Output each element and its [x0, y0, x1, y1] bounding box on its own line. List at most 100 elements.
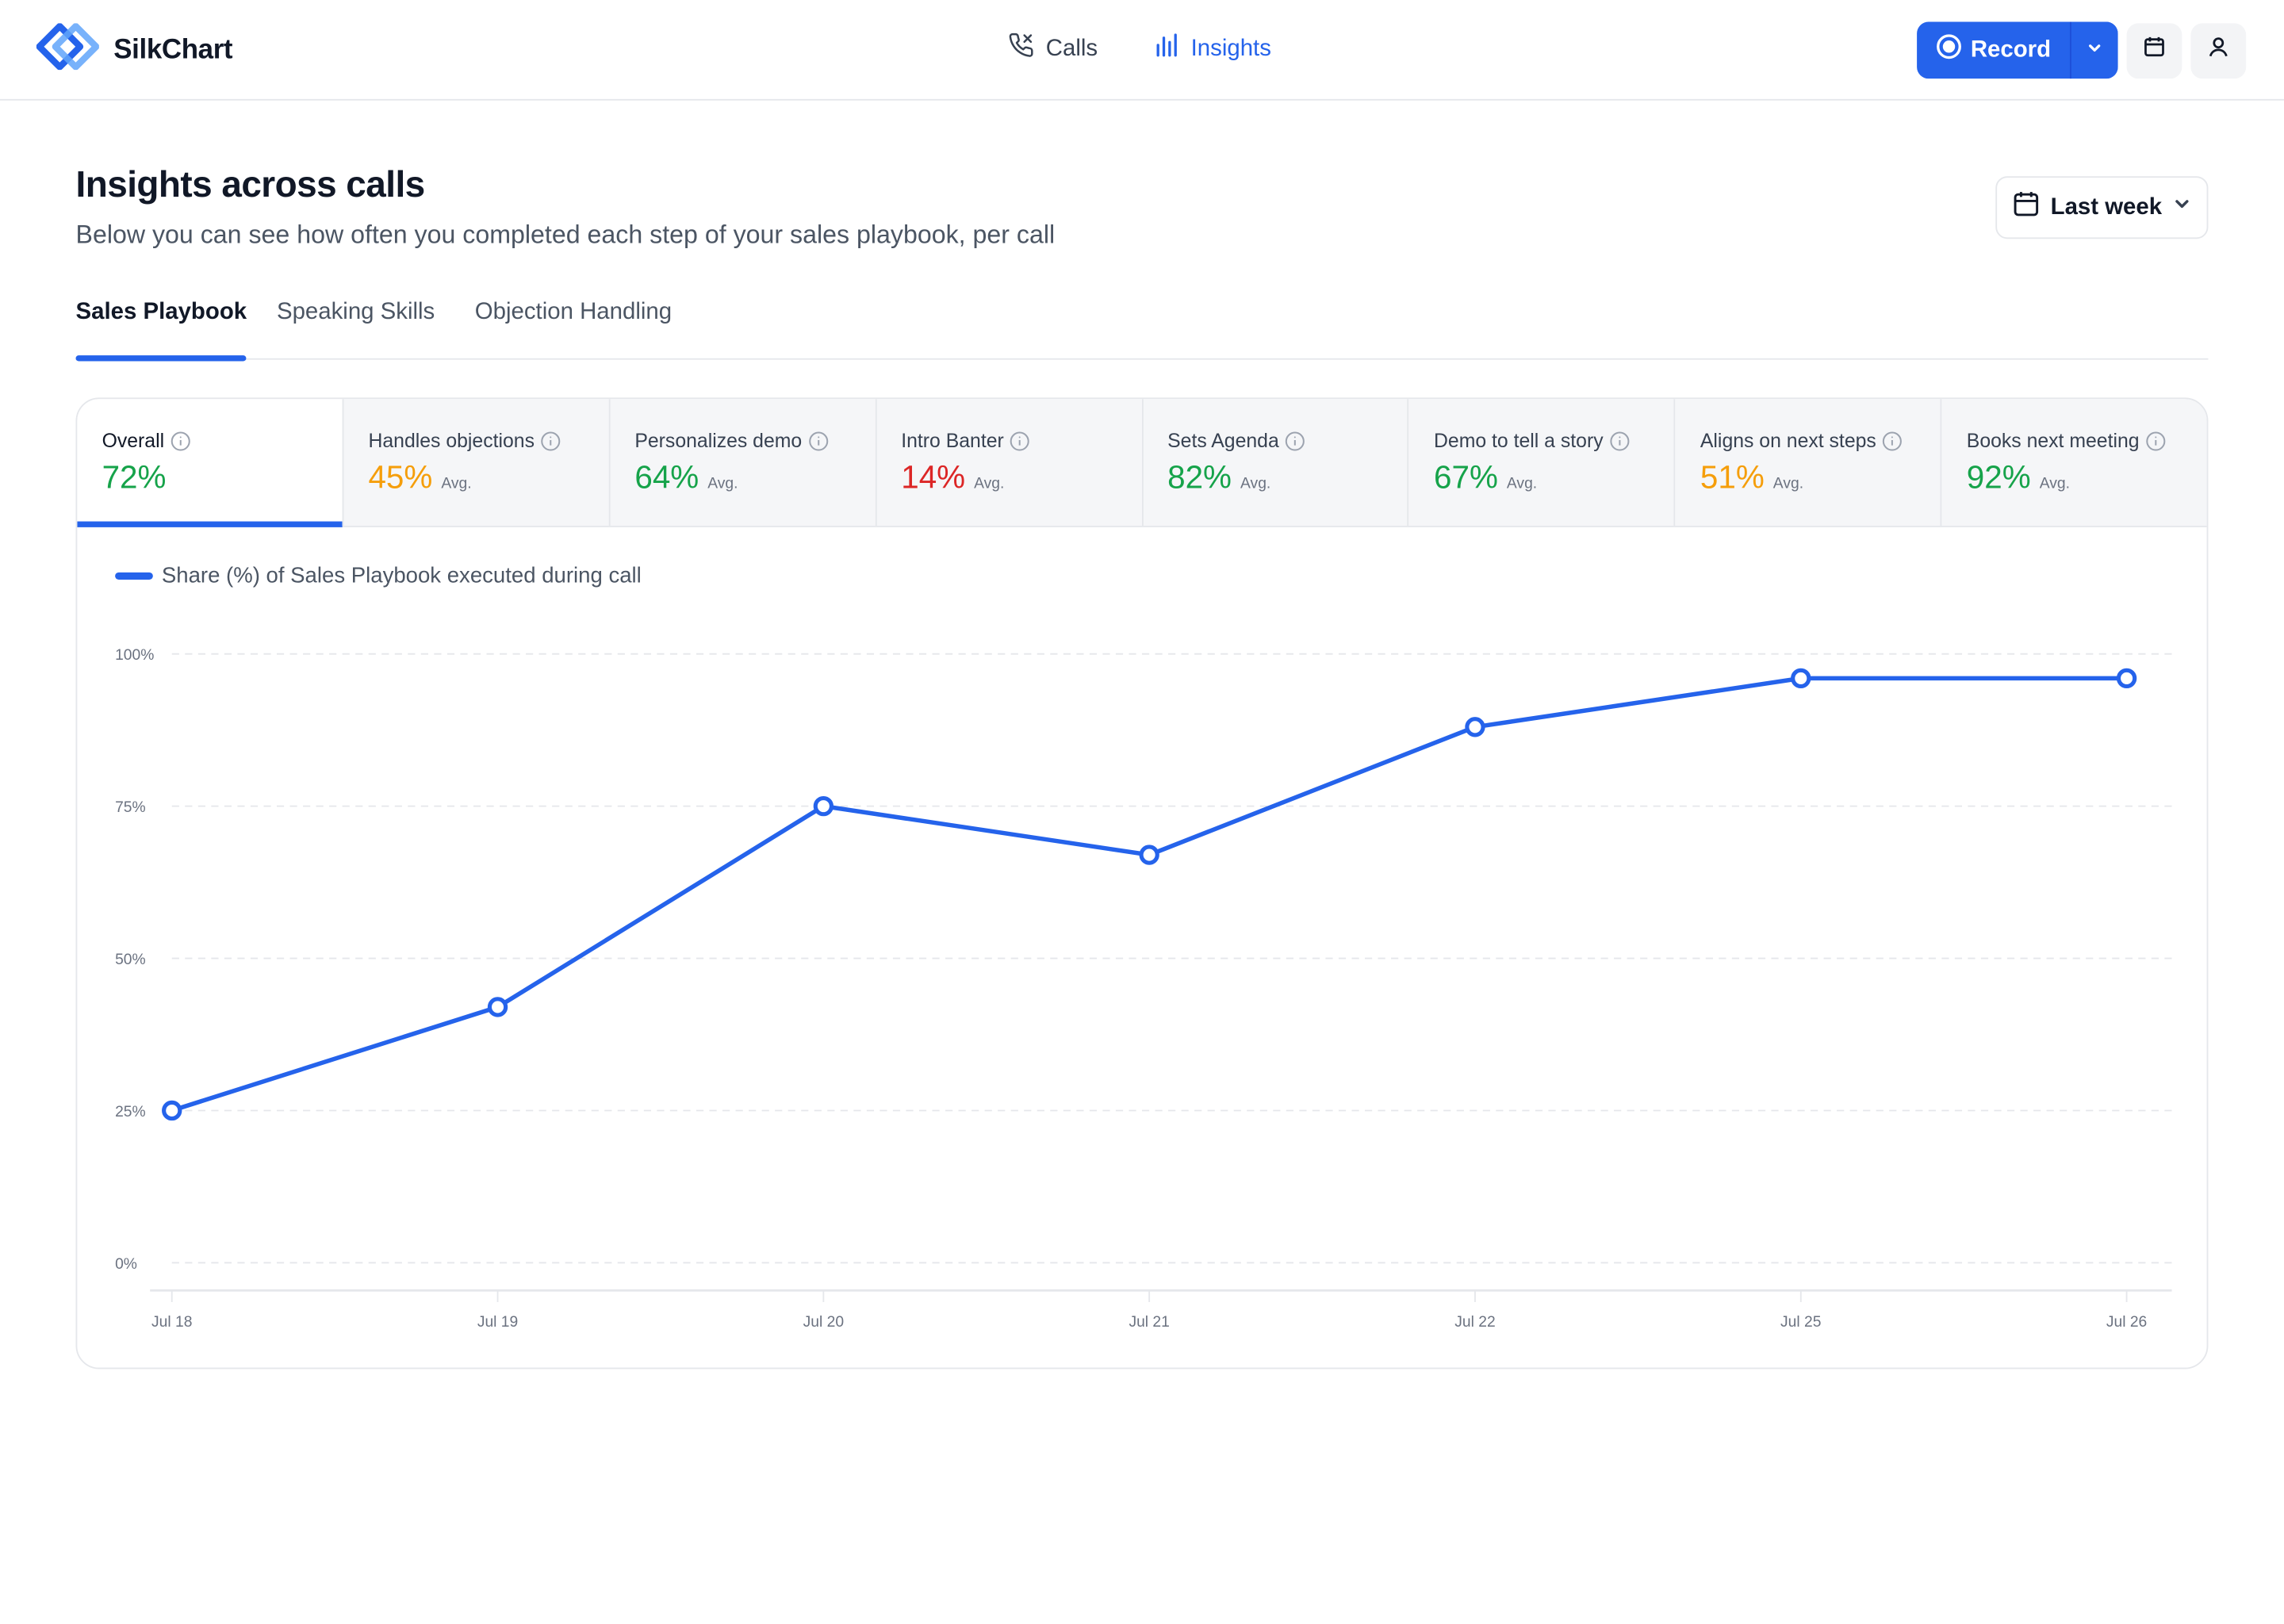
tab-objection-handling[interactable]: Objection Handling	[474, 300, 673, 325]
metric-tab[interactable]: Books next meeting 92% Avg.	[1940, 399, 2207, 527]
metric-tab[interactable]: Aligns on next steps 51% Avg.	[1673, 399, 1941, 527]
y-tick-label: 100%	[115, 647, 154, 664]
x-tick-label: Jul 18	[151, 1314, 192, 1331]
metric-avg-label: Avg.	[1772, 474, 1804, 492]
data-point	[2116, 668, 2137, 689]
insights-card: Overall 72% Handles objections 45% Avg. Perso…	[75, 397, 2209, 1369]
metric-avg-label: Avg.	[707, 474, 738, 492]
period-select[interactable]: Last week	[1995, 176, 2209, 239]
metric-value-row: 14% Avg.	[901, 459, 1141, 497]
metric-avg-label: Avg.	[974, 474, 1005, 492]
calendar-icon	[2011, 190, 2041, 226]
info-icon[interactable]	[540, 431, 561, 451]
calendar-button[interactable]	[2126, 22, 2182, 79]
x-tick-label: Jul 21	[1129, 1314, 1169, 1331]
data-point	[162, 1100, 182, 1121]
metric-label-text: Intro Banter	[901, 429, 1004, 452]
x-tick-label: Jul 22	[1454, 1314, 1495, 1331]
nav-calls[interactable]: Calls	[1008, 32, 1098, 65]
profile-button[interactable]	[2190, 22, 2247, 79]
chevron-down-icon	[2172, 193, 2193, 221]
legend-label: Share (%) of Sales Playbook executed dur…	[161, 563, 642, 589]
nav-calls-label: Calls	[1045, 35, 1098, 61]
metric-tab[interactable]: Overall 72%	[77, 399, 343, 527]
info-icon[interactable]	[1882, 431, 1903, 451]
y-tick-label: 50%	[115, 952, 146, 968]
page-title: Insights across calls	[75, 164, 426, 205]
user-icon	[2207, 35, 2230, 66]
data-point	[813, 795, 834, 817]
info-icon[interactable]	[1010, 431, 1030, 451]
record-button-group: Record	[1916, 21, 2118, 79]
metric-label: Overall	[102, 429, 343, 452]
silkchart-logo-icon	[36, 22, 100, 77]
metric-value-row: 64% Avg.	[634, 459, 875, 497]
info-icon[interactable]	[2145, 431, 2166, 451]
metric-value-row: 82% Avg.	[1167, 459, 1408, 497]
nav-insights-label: Insights	[1190, 35, 1271, 61]
y-tick-label: 75%	[115, 799, 146, 816]
info-icon[interactable]	[170, 431, 190, 451]
metric-label-text: Books next meeting	[1966, 429, 2140, 452]
metric-label: Intro Banter	[901, 429, 1141, 452]
metric-label-text: Handles objections	[368, 429, 535, 452]
info-icon[interactable]	[1285, 431, 1305, 451]
metric-value: 72%	[102, 458, 167, 496]
metric-value: 51%	[1700, 458, 1765, 496]
metric-label-text: Aligns on next steps	[1700, 429, 1876, 452]
metric-label-text: Sets Agenda	[1167, 429, 1279, 452]
brand-name: SilkChart	[113, 34, 233, 65]
metric-tab[interactable]: Demo to tell a story 67% Avg.	[1407, 399, 1674, 527]
metric-label: Aligns on next steps	[1700, 429, 1941, 452]
record-icon	[1936, 33, 1962, 67]
bar-chart-icon	[1153, 32, 1179, 65]
page-subtitle: Below you can see how often you complete…	[75, 220, 1056, 250]
data-point	[1791, 668, 1811, 689]
metric-value-row: 45% Avg.	[368, 459, 608, 497]
y-tick-label: 25%	[115, 1104, 146, 1120]
legend-swatch	[115, 572, 153, 580]
x-tick-label: Jul 25	[1780, 1314, 1821, 1331]
tab-sales-playbook[interactable]: Sales Playbook	[75, 300, 247, 362]
metric-value-row: 92% Avg.	[1967, 459, 2207, 497]
record-button[interactable]: Record	[1917, 22, 2070, 79]
metric-value: 67%	[1434, 458, 1498, 496]
x-tick-label: Jul 26	[2106, 1314, 2147, 1331]
period-label: Last week	[2050, 194, 2163, 220]
record-options-button[interactable]	[2069, 21, 2118, 79]
metric-label-text: Overall	[102, 429, 165, 452]
metric-value: 64%	[634, 458, 699, 496]
top-bar: SilkChart Calls Insights	[0, 0, 2284, 101]
x-tick-label: Jul 20	[803, 1314, 844, 1331]
metric-tab[interactable]: Sets Agenda 82% Avg.	[1141, 399, 1408, 527]
info-icon[interactable]	[1609, 431, 1630, 451]
playbook-line-chart: 0% 25% 50% 75% 100% Jul 18 Jul 19 Jul 20 Jul 21 J…	[115, 647, 2172, 1331]
data-point	[487, 997, 508, 1017]
data-point	[1465, 717, 1485, 737]
metric-tab[interactable]: Intro Banter 14% Avg.	[875, 399, 1142, 527]
main-nav: Calls Insights	[1008, 32, 1271, 65]
metric-value-row: 67% Avg.	[1434, 459, 1674, 497]
metric-label: Sets Agenda	[1167, 429, 1408, 452]
metric-tab[interactable]: Handles objections 45% Avg.	[342, 399, 609, 527]
calendar-icon	[2143, 35, 2166, 66]
metric-value: 82%	[1167, 458, 1232, 496]
metric-tab[interactable]: Personalizes demo 64% Avg.	[608, 399, 876, 527]
record-label: Record	[1970, 36, 2052, 63]
metric-label: Demo to tell a story	[1434, 429, 1674, 452]
chevron-down-icon	[2086, 37, 2103, 63]
info-icon[interactable]	[808, 431, 829, 451]
nav-insights[interactable]: Insights	[1153, 32, 1271, 65]
insight-tabs: Sales Playbook Speaking Skills Objection…	[75, 300, 2209, 362]
metric-label-text: Demo to tell a story	[1434, 429, 1604, 452]
metric-value-row: 72%	[102, 459, 343, 497]
x-tick-label: Jul 19	[477, 1314, 518, 1331]
metric-label: Books next meeting	[1966, 429, 2207, 452]
data-point	[1139, 845, 1159, 865]
phone-icon	[1008, 32, 1034, 65]
brand[interactable]: SilkChart	[36, 22, 233, 77]
series-line	[169, 676, 2129, 1113]
metric-tabs: Overall 72% Handles objections 45% Avg. Perso…	[77, 399, 2207, 527]
tab-speaking-skills[interactable]: Speaking Skills	[276, 300, 435, 325]
